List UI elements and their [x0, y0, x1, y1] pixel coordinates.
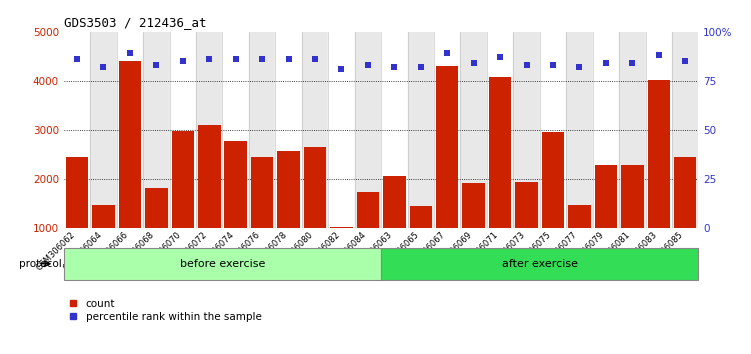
Bar	[357, 192, 379, 278]
Bar	[277, 151, 300, 278]
Bar	[171, 131, 194, 278]
Bar	[541, 132, 564, 278]
Bar	[514, 32, 540, 228]
Bar	[145, 188, 167, 278]
Bar	[383, 176, 406, 278]
Bar	[66, 157, 89, 278]
Bar	[674, 156, 696, 278]
Bar	[621, 165, 644, 278]
Bar	[566, 32, 593, 228]
Bar	[143, 32, 170, 228]
Bar	[408, 32, 434, 228]
Bar	[90, 32, 116, 228]
Bar	[64, 248, 381, 280]
Bar	[434, 32, 460, 228]
Bar	[647, 80, 670, 278]
Bar	[304, 147, 326, 278]
Bar	[487, 32, 514, 228]
Legend: count, percentile rank within the sample: count, percentile rank within the sample	[69, 299, 261, 322]
Bar	[170, 32, 196, 228]
Bar	[463, 183, 485, 278]
Bar	[92, 205, 115, 278]
Bar	[489, 77, 511, 278]
Bar	[330, 227, 353, 278]
Bar	[222, 32, 249, 228]
Bar	[593, 32, 619, 228]
Bar	[225, 141, 247, 278]
Text: after exercise: after exercise	[502, 259, 578, 269]
Bar	[276, 32, 302, 228]
Bar	[328, 32, 354, 228]
Bar	[249, 32, 276, 228]
Bar	[119, 61, 141, 278]
Bar	[302, 32, 328, 228]
Bar	[646, 32, 672, 228]
Bar	[436, 66, 458, 278]
Bar	[672, 32, 698, 228]
Bar	[64, 32, 90, 228]
Text: before exercise: before exercise	[179, 259, 265, 269]
Bar	[381, 248, 698, 280]
Bar	[354, 32, 381, 228]
Bar	[515, 182, 538, 278]
Bar	[619, 32, 646, 228]
Bar	[460, 32, 487, 228]
Text: GDS3503 / 212436_at: GDS3503 / 212436_at	[64, 16, 207, 29]
Bar	[595, 165, 617, 278]
Bar	[540, 32, 566, 228]
Text: protocol: protocol	[20, 259, 62, 269]
Bar	[381, 32, 408, 228]
Bar	[198, 125, 221, 278]
Bar	[116, 32, 143, 228]
Bar	[251, 156, 273, 278]
Bar	[569, 205, 591, 278]
Bar	[409, 206, 432, 278]
Bar	[196, 32, 222, 228]
